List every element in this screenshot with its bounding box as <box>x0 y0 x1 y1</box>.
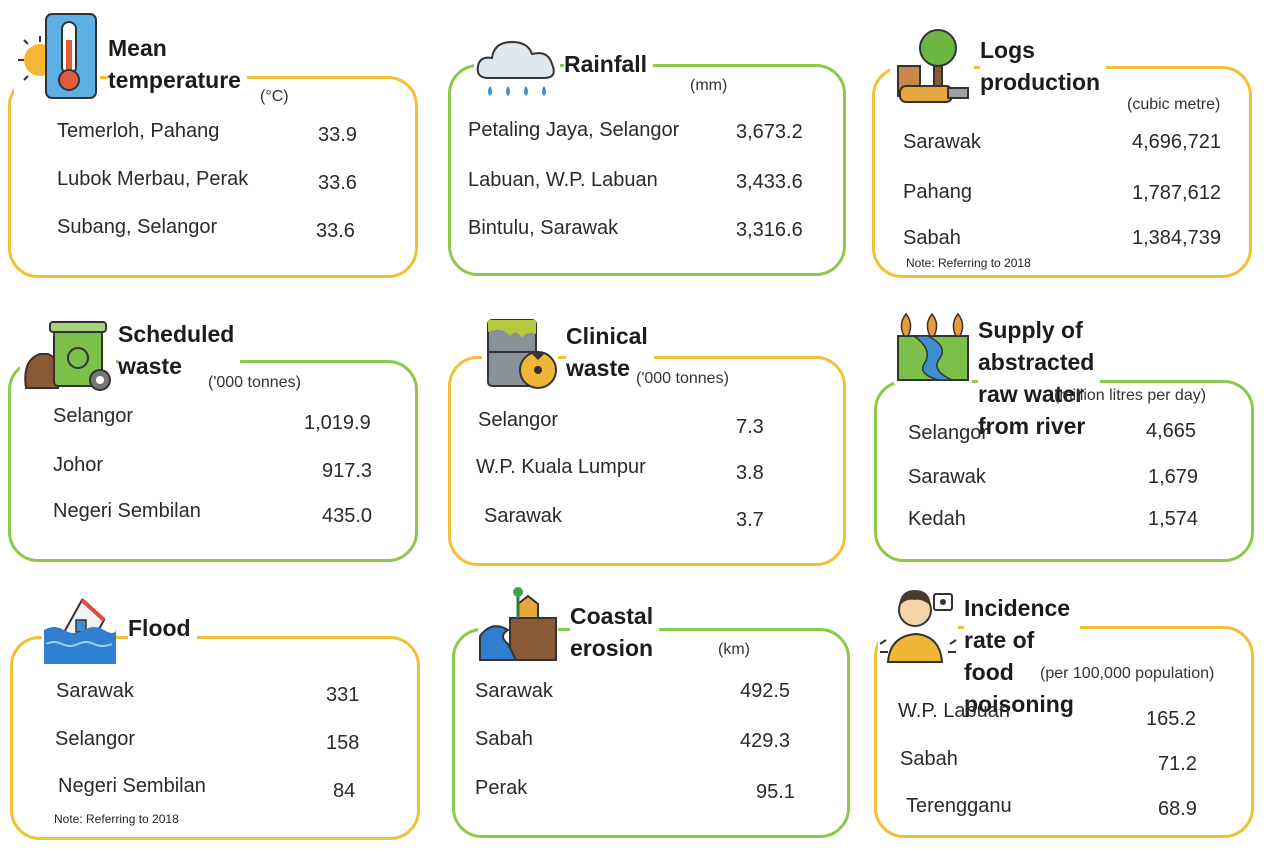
row-label: Sabah <box>475 728 533 750</box>
row-value: 84 <box>333 780 356 802</box>
row-label: Sabah <box>900 748 958 770</box>
card-note: Note: Referring to 2018 <box>54 812 179 826</box>
row-label: Sarawak <box>475 680 553 702</box>
row-label: Negeri Sembilan <box>58 775 206 797</box>
card-title: Incidence rate of food poisoning <box>964 592 1080 720</box>
sick-person-icon <box>878 584 958 664</box>
rain-cloud-icon <box>474 34 560 102</box>
card-unit: (°C) <box>260 88 289 105</box>
river-icon <box>894 308 972 384</box>
card-unit: (mm) <box>690 77 728 94</box>
card-title: Mean temperature <box>108 32 247 96</box>
row-value: 3,433.6 <box>736 171 803 193</box>
row-label: Terengganu <box>906 795 1012 817</box>
hazard-barrel-icon <box>482 316 558 392</box>
row-label: Selangor <box>908 422 989 444</box>
card-unit: ('000 tonnes) <box>636 370 729 387</box>
row-label: Johor <box>53 454 104 476</box>
row-value: 95.1 <box>756 781 795 803</box>
row-label: Subang, Selangor <box>57 216 218 238</box>
card-unit: (cubic metre) <box>1127 96 1221 113</box>
row-label: Kedah <box>908 508 966 530</box>
row-label: Petaling Jaya, Selangor <box>468 119 680 141</box>
row-value: 1,019.9 <box>304 412 371 434</box>
flooded-house-icon <box>42 590 116 666</box>
row-value: 4,665 <box>1146 420 1197 442</box>
row-label: W.P. Kuala Lumpur <box>476 456 646 478</box>
row-label: W.P. Labuan <box>898 700 1010 722</box>
waste-bin-icon <box>20 304 116 394</box>
row-value: 4,696,721 <box>1132 131 1221 153</box>
row-label: Lubok Merbau, Perak <box>57 168 249 190</box>
row-value: 165.2 <box>1146 708 1197 730</box>
row-value: 71.2 <box>1158 753 1197 775</box>
row-value: 1,679 <box>1148 466 1199 488</box>
row-value: 33.9 <box>318 124 357 146</box>
thermometer-sun-icon <box>14 10 100 100</box>
row-value: 3,316.6 <box>736 219 803 241</box>
card-title: Logs production <box>980 34 1107 98</box>
row-label: Sarawak <box>484 505 562 527</box>
row-value: 429.3 <box>740 730 791 752</box>
row-value: 1,787,612 <box>1132 182 1221 204</box>
row-value: 331 <box>326 684 360 706</box>
row-value: 7.3 <box>736 416 764 438</box>
card-border <box>10 636 420 840</box>
card-unit: (per 100,000 population) <box>1040 665 1215 682</box>
row-label: Labuan, W.P. Labuan <box>468 169 658 191</box>
row-value: 68.9 <box>1158 798 1197 820</box>
card-title: Supply of abstracted raw water from rive… <box>978 314 1101 442</box>
card-unit: (km) <box>718 641 750 658</box>
row-label: Sarawak <box>56 680 134 702</box>
row-label: Negeri Sembilan <box>53 500 201 522</box>
row-value: 492.5 <box>740 680 791 702</box>
card-unit: ('000 tonnes) <box>208 374 301 391</box>
coastal-erosion-icon <box>478 584 558 662</box>
row-value: 3,673.2 <box>736 121 803 143</box>
row-value: 33.6 <box>318 172 357 194</box>
row-label: Sarawak <box>903 131 981 153</box>
row-label: Pahang <box>903 181 972 203</box>
row-value: 1,384,739 <box>1132 227 1221 249</box>
row-value: 917.3 <box>322 460 373 482</box>
card-title: Flood <box>128 612 197 644</box>
row-value: 1,574 <box>1148 508 1199 530</box>
card-title: Rainfall <box>564 48 654 80</box>
row-value: 158 <box>326 732 360 754</box>
card-title: Clinical waste <box>566 320 654 384</box>
row-label: Selangor <box>55 728 136 750</box>
row-label: Sabah <box>903 227 961 249</box>
row-label: Selangor <box>53 405 134 427</box>
tree-chainsaw-icon <box>890 26 974 112</box>
card-note: Note: Referring to 2018 <box>906 256 1031 270</box>
row-label: Selangor <box>478 409 559 431</box>
row-value: 3.7 <box>736 509 764 531</box>
row-value: 3.8 <box>736 462 764 484</box>
row-value: 33.6 <box>316 220 355 242</box>
row-value: 435.0 <box>322 505 373 527</box>
row-label: Sarawak <box>908 466 986 488</box>
card-title: Coastal erosion <box>570 600 660 664</box>
row-label: Temerloh, Pahang <box>57 120 220 142</box>
card-unit: (million litres per day) <box>1054 387 1207 404</box>
row-label: Perak <box>475 777 528 799</box>
row-label: Bintulu, Sarawak <box>468 217 619 239</box>
card-title: Scheduled waste <box>118 318 241 382</box>
